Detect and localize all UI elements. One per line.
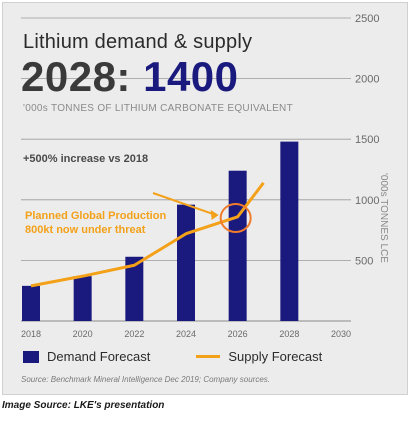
chart-card: 500 1000 1500 2000 2500 2018 2020 2022 2024 2026 2… [2, 2, 408, 395]
callout-line-2: 800kt now under threat [25, 224, 146, 236]
headline-value: 1400 [143, 53, 239, 100]
y-tick-label: 2500 [355, 13, 379, 25]
headline-figure: 2028: 1400 [21, 53, 239, 101]
bar [228, 170, 247, 321]
chart-legend: Demand Forecast Supply Forecast [23, 349, 322, 364]
chart-plot: 500 1000 1500 2000 2500 2018 2020 2022 2024 2026 2… [21, 13, 380, 339]
x-tick-label: 2020 [73, 329, 93, 339]
y-tick-label: 1000 [355, 195, 379, 207]
y-axis-label: '000s TONNES LCE [378, 173, 389, 263]
chart-title: Lithium demand & supply [23, 31, 253, 53]
callout-line-1: Planned Global Production [25, 210, 167, 222]
y-tick-label: 2000 [355, 74, 379, 86]
x-tick-label: 2018 [21, 329, 41, 339]
highlight-circle [219, 202, 252, 233]
bar [73, 276, 92, 321]
x-tick-label: 2030 [331, 329, 351, 339]
bar [280, 141, 299, 321]
callout-arrow-shaft [152, 192, 216, 216]
supply-line [30, 181, 265, 288]
x-tick-label: 2022 [124, 329, 144, 339]
x-tick-label: 2024 [176, 329, 196, 339]
bar [22, 285, 40, 321]
callout-arrow-head [210, 209, 219, 220]
legend-swatch-demand [23, 350, 39, 363]
bar [125, 256, 144, 321]
bar [177, 204, 195, 321]
x-tick-label: 2028 [279, 329, 299, 339]
x-tick-label: 2026 [228, 329, 248, 339]
increase-annotation: +500% increase vs 2018 [23, 153, 149, 165]
legend-label-demand: Demand Forecast [47, 349, 151, 364]
y-tick-label: 500 [355, 255, 373, 267]
headline-year: 2028: [21, 53, 131, 100]
y-tick-label: 1500 [355, 134, 379, 146]
image-caption: Image Source: LKE's presentation [2, 400, 165, 411]
legend-swatch-supply [196, 355, 221, 358]
units-note: '000s TONNES OF LITHIUM CARBONATE EQUIVA… [23, 103, 293, 114]
production-callout: Planned Global Production 800kt now unde… [25, 209, 166, 237]
source-note: Source: Benchmark Mineral Intelligence D… [21, 375, 271, 384]
legend-label-supply: Supply Forecast [228, 349, 323, 364]
